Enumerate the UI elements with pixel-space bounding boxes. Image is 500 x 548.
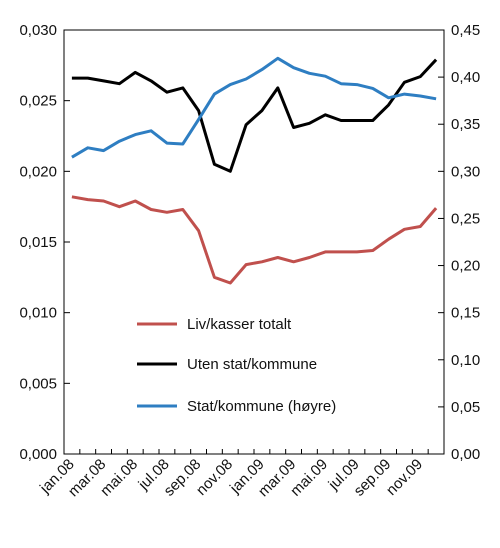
right-tick-label: 0,45 xyxy=(451,22,480,39)
legend-label: Stat/kommune (høyre) xyxy=(187,398,336,415)
legend-label: Uten stat/kommune xyxy=(187,356,317,373)
right-tick-label: 0,30 xyxy=(451,163,480,180)
right-tick-label: 0,35 xyxy=(451,116,480,133)
left-tick-label: 0,010 xyxy=(19,305,57,322)
right-tick-label: 0,15 xyxy=(451,305,480,322)
series-line xyxy=(71,58,438,173)
x-axis: jan.08mar.08mai.08jul.08sep.08nov.08jan.… xyxy=(36,449,445,500)
left-tick-label: 0,030 xyxy=(19,22,57,39)
left-tick-label: 0,015 xyxy=(19,234,57,251)
right-tick-label: 0,40 xyxy=(451,69,480,86)
left-tick-label: 0,025 xyxy=(19,93,57,110)
right-tick-label: 0,25 xyxy=(451,210,480,227)
x-tick-label: nov.08 xyxy=(193,456,236,499)
right-tick-label: 0,00 xyxy=(451,446,480,463)
legend: Liv/kasser totalt Uten stat/kommune Stat/k… xyxy=(137,316,336,415)
right-tick-label: 0,10 xyxy=(451,352,480,369)
left-tick-label: 0,000 xyxy=(19,446,57,463)
series-line xyxy=(71,195,438,285)
series-lines xyxy=(71,56,438,285)
right-axis: 0,00 0,05 0,10 0,15 0,20 0,25 0,30 0,35 0,40 0,45 xyxy=(438,22,480,463)
right-tick-label: 0,05 xyxy=(451,399,480,416)
series-line xyxy=(71,56,437,159)
right-tick-label: 0,20 xyxy=(451,258,480,275)
legend-label: Liv/kasser totalt xyxy=(187,316,292,333)
left-tick-label: 0,005 xyxy=(19,375,57,392)
x-tick-label: nov.09 xyxy=(383,456,426,499)
left-axis: 0,000 0,005 0,010 0,015 0,020 0,025 0,030 xyxy=(19,22,70,463)
left-tick-label: 0,020 xyxy=(19,163,57,180)
